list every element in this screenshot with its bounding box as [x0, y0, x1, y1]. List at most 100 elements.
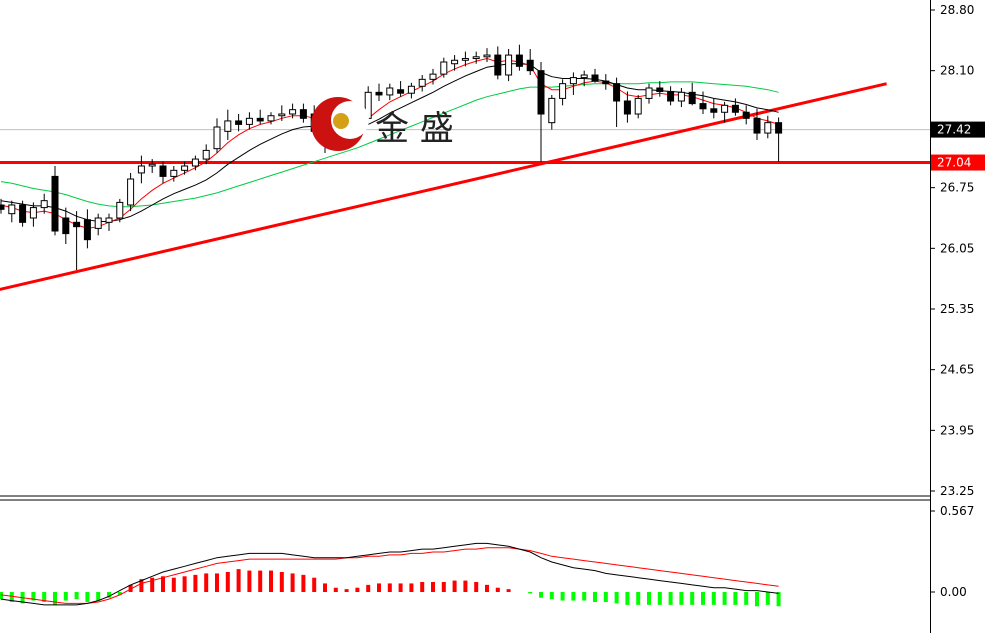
candle [386, 83, 394, 101]
candle-body [105, 217, 113, 223]
candle-body [73, 221, 81, 228]
candle-body [591, 74, 599, 82]
candle [299, 103, 307, 123]
candle [537, 62, 545, 162]
histogram-bar [722, 592, 727, 605]
candle-body [375, 91, 383, 96]
histogram-bar [161, 576, 165, 592]
histogram-bar [431, 582, 435, 592]
candle-body [148, 163, 156, 167]
candle [591, 68, 599, 83]
candle [29, 202, 37, 227]
candle [451, 55, 459, 71]
candle-body [440, 61, 448, 75]
candle [0, 198, 5, 214]
price-tick-label: 23.95 [940, 423, 974, 437]
candle-body [451, 59, 459, 65]
histogram-bar [506, 589, 511, 592]
candle [19, 200, 27, 227]
candle-body [602, 80, 610, 85]
signal-line [0, 547, 779, 604]
candle [8, 200, 16, 223]
histogram-bar [42, 592, 47, 602]
histogram-bar [765, 592, 770, 605]
candle-body [224, 120, 232, 132]
candle [418, 75, 426, 92]
histogram-bar [593, 592, 597, 602]
candle-body [29, 207, 37, 219]
candle-body [19, 204, 27, 223]
candle-body [299, 109, 307, 119]
candle-body [62, 217, 70, 235]
price-panel: 金 盛 28.8028.1026.7526.0525.3524.6523.952… [0, 3, 985, 498]
indicator-tick-label: 0.00 [940, 585, 967, 599]
histogram-bar [171, 577, 176, 592]
candle-body [407, 85, 415, 94]
price-tick-label: 23.25 [940, 484, 974, 498]
histogram-bar [398, 583, 403, 592]
candle [397, 81, 405, 97]
candle [73, 211, 81, 270]
watermark-dot [333, 113, 349, 129]
candle-body [710, 108, 718, 113]
histogram-bar [96, 592, 101, 601]
candle-body [731, 104, 739, 113]
candle-body [397, 89, 405, 94]
histogram-bar [701, 592, 705, 605]
histogram-bar [744, 592, 749, 605]
candle [83, 209, 91, 249]
histogram-bar [236, 569, 241, 592]
histogram-bar [539, 592, 543, 598]
candle-body [548, 97, 556, 124]
candle-body [170, 169, 178, 177]
candle [559, 79, 567, 106]
candle [699, 91, 707, 114]
histogram-bar [733, 592, 738, 605]
candle-body [775, 122, 783, 134]
candle [235, 114, 243, 132]
histogram-bar [549, 592, 554, 600]
histogram-bar [636, 592, 641, 605]
candle-body [289, 109, 297, 115]
candle-body [51, 175, 59, 232]
histogram-bar [215, 573, 219, 592]
histogram-bar [85, 592, 90, 602]
candle [753, 108, 761, 140]
candle [127, 172, 135, 212]
candle [494, 46, 502, 80]
watermark: 金 盛 [311, 97, 454, 151]
histogram-bar [290, 573, 295, 592]
candle [505, 49, 513, 82]
candle-body [267, 115, 275, 122]
price-tick-label: 26.05 [940, 241, 974, 255]
histogram-bar [657, 592, 662, 605]
histogram-bar [474, 582, 479, 592]
histogram-bar [204, 573, 209, 592]
candle [62, 207, 70, 244]
candle-body [764, 122, 772, 134]
candle [623, 91, 631, 123]
candle-body [526, 59, 534, 72]
trend-support-line [0, 82, 887, 291]
indicator-panel: 0.567 0.00 [0, 504, 974, 607]
histogram-bar [625, 592, 630, 605]
histogram-bar [312, 577, 317, 592]
indicator-tick-label: 0.567 [940, 504, 974, 518]
candle [191, 155, 199, 171]
candle-body [656, 87, 664, 92]
candle [245, 112, 253, 130]
price-tick-label: 25.35 [940, 302, 974, 316]
candle [267, 112, 275, 125]
candle-body [742, 111, 750, 119]
candle [278, 105, 286, 121]
candle-body [256, 117, 264, 122]
current-price-label: 27.42 [937, 123, 971, 137]
histogram-bar [377, 583, 381, 592]
histogram-bar [31, 592, 36, 601]
candle [634, 94, 642, 119]
histogram-bar [258, 570, 263, 592]
indicator-axis: 0.567 0.00 [930, 504, 974, 599]
histogram-bar [128, 584, 133, 592]
